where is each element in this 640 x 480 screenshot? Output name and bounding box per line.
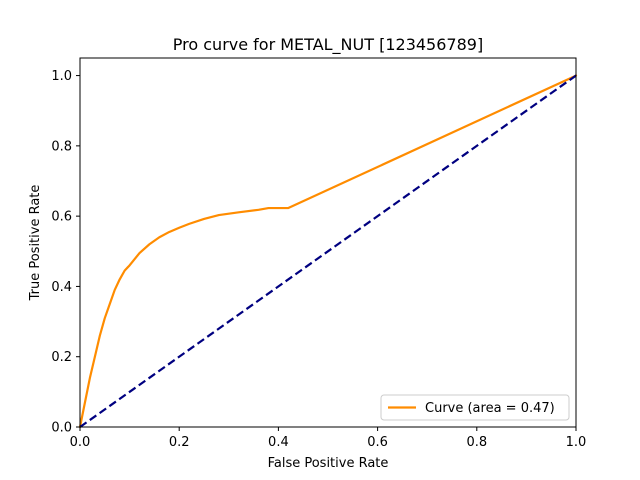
legend-label: Curve (area = 0.47) [425, 401, 555, 416]
x-tick-label: 0.6 [367, 435, 388, 450]
chart-title: Pro curve for METAL_NUT [123456789] [173, 35, 483, 55]
y-tick-label: 0.2 [51, 350, 72, 365]
pro-curve-line [78, 74, 578, 429]
x-axis-ticks: 0.0 0.2 0.4 0.6 0.8 1.0 [70, 427, 587, 450]
y-tick-label: 1.0 [51, 69, 72, 84]
y-axis-label: True Positive Rate [28, 185, 43, 302]
y-tick-label: 0.6 [51, 210, 72, 225]
y-axis-ticks: 0.0 0.2 0.4 0.6 0.8 1.0 [51, 69, 80, 436]
series-layer [78, 74, 578, 429]
x-tick-label: 0.4 [268, 435, 289, 450]
x-axis-label: False Positive Rate [268, 456, 389, 471]
x-tick-label: 1.0 [566, 435, 587, 450]
y-tick-label: 0.0 [51, 421, 72, 436]
y-tick-label: 0.4 [51, 280, 72, 295]
diagonal-reference-line [79, 74, 577, 428]
x-tick-label: 0.8 [466, 435, 487, 450]
y-tick-label: 0.8 [51, 139, 72, 154]
legend: Curve (area = 0.47) [380, 394, 570, 421]
plot-frame [79, 57, 577, 428]
x-tick-label: 0.0 [70, 435, 91, 450]
legend-box [380, 394, 570, 421]
x-tick-label: 0.2 [169, 435, 190, 450]
